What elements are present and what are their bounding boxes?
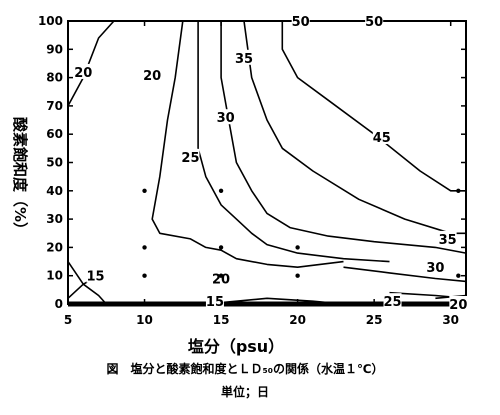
contour-label-bg <box>181 148 200 164</box>
figure-caption: 図 塩分と酸素飽和度とＬＤ₅₀の関係（水温１℃） <box>106 361 383 376</box>
y-axis-label: 酸素飽和度（%） <box>11 117 29 237</box>
y-tick-label: 60 <box>46 127 63 141</box>
x-tick-label: 20 <box>289 313 306 327</box>
y-tick-label: 0 <box>55 297 63 311</box>
plot-frame <box>67 20 467 305</box>
contour-line-20 <box>67 20 115 107</box>
x-axis-label: 塩分（psu） <box>188 337 284 356</box>
sample-point <box>295 245 300 250</box>
contour-label: 45 <box>373 131 391 146</box>
contour-line-30 <box>343 266 467 283</box>
sample-point <box>142 273 147 278</box>
contour-label: 20 <box>74 66 92 81</box>
y-tick-label: 50 <box>46 156 63 170</box>
contour-line-35 <box>243 20 466 235</box>
contour-line-20 <box>67 261 107 305</box>
x-tick-label: 15 <box>213 313 230 327</box>
contour-line-45 <box>281 21 466 192</box>
contour-label: 15 <box>206 295 224 310</box>
contour-label-bg <box>438 230 457 246</box>
contour-label: 20 <box>143 69 161 84</box>
unit-note: 単位；日 <box>221 384 269 399</box>
contour-label: 25 <box>383 295 401 310</box>
contour-label: 35 <box>439 233 457 248</box>
sample-point <box>142 188 147 193</box>
sample-point <box>218 188 224 193</box>
sample-points <box>142 188 461 278</box>
sample-point <box>218 273 224 278</box>
contour-lines <box>67 20 467 305</box>
x-ticks: 5 10 15 20 25 30 <box>64 21 459 327</box>
contour-label-bg <box>372 129 391 145</box>
contour-line-25 <box>197 21 390 263</box>
contour-label: 20 <box>212 273 230 288</box>
contour-label-bg <box>291 13 310 28</box>
sample-point <box>295 273 300 278</box>
contour-label-bg <box>216 109 235 125</box>
y-tick-label: 100 <box>38 14 63 28</box>
contour-label: 30 <box>426 261 444 276</box>
contour-label-bg <box>205 293 224 309</box>
sample-point <box>142 245 147 250</box>
contour-line-30 <box>220 21 467 254</box>
y-tick-label: 80 <box>46 71 63 85</box>
contour-label-bg <box>74 63 93 79</box>
y-ticks: 0 10 20 30 40 50 60 70 80 90 100 <box>38 14 466 311</box>
sample-point <box>456 273 461 278</box>
contour-label-bg <box>449 296 468 311</box>
x-tick-label: 5 <box>64 313 72 327</box>
contour-label-bg <box>143 66 162 82</box>
contour-label: 30 <box>217 111 235 126</box>
contour-label-bg <box>235 49 254 65</box>
contour-labels: 20 20 25 30 35 50 50 45 35 30 20 15 15 25 20 <box>74 13 467 313</box>
sample-point <box>456 188 461 193</box>
contour-label-bg <box>86 267 105 283</box>
x-tick-label: 25 <box>366 313 383 327</box>
y-tick-label: 90 <box>46 42 63 56</box>
contour-label: 15 <box>87 270 105 285</box>
contour-label: 50 <box>365 15 383 30</box>
contour-label: 25 <box>181 151 199 166</box>
contour-line-15 <box>205 297 344 305</box>
y-tick-label: 10 <box>46 269 63 283</box>
contour-label-bg <box>426 259 445 275</box>
contour-label: 35 <box>235 52 253 67</box>
sample-point <box>218 245 224 250</box>
contour-label: 50 <box>292 15 310 30</box>
contour-label-bg <box>365 13 384 28</box>
x-tick-label: 30 <box>442 313 459 327</box>
y-tick-label: 30 <box>46 212 63 226</box>
y-tick-label: 20 <box>46 240 63 254</box>
x-tick-label: 10 <box>136 313 153 327</box>
contour-label-bg <box>383 293 402 309</box>
y-tick-label: 70 <box>46 99 63 113</box>
contour-line-20 <box>151 20 344 269</box>
y-tick-label: 40 <box>46 184 63 198</box>
contour-label-bg <box>212 270 231 286</box>
contour-label: 20 <box>449 298 467 313</box>
